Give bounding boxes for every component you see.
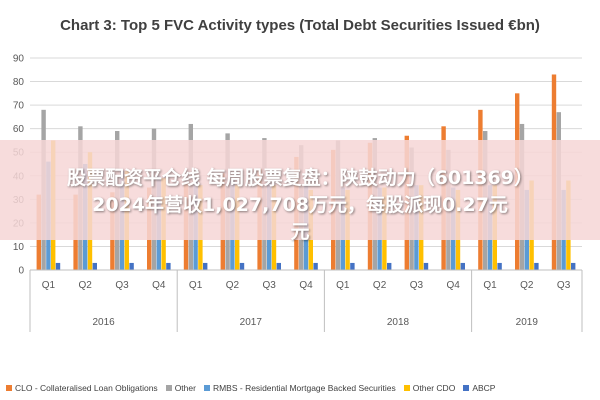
year-label: 2016 bbox=[92, 317, 115, 328]
x-tick-label: Q2 bbox=[373, 280, 387, 291]
x-tick-label: Q2 bbox=[520, 280, 534, 291]
bar bbox=[166, 262, 171, 270]
year-label: 2018 bbox=[387, 317, 410, 328]
x-axis: Q1 Q2 Q3 Q4 Q1 Q2 Q3 Q4 Q1 Q2 Q3 Q4 Q1 Q2 Q3 2016 2017 20… bbox=[29, 269, 583, 332]
legend: CLO - Collateralised Loan Obligations Oth… bbox=[6, 380, 596, 396]
legend-swatch bbox=[6, 385, 12, 391]
bar bbox=[350, 262, 355, 270]
bar bbox=[203, 262, 208, 270]
year-label: 2019 bbox=[516, 317, 539, 328]
legend-item: Other bbox=[165, 383, 196, 393]
legend-label: RMBS - Residential Mortgage Backed Secur… bbox=[212, 383, 396, 393]
bar bbox=[129, 262, 134, 270]
y-tick-label: 0 bbox=[18, 266, 24, 277]
bar bbox=[423, 262, 429, 270]
x-tick-label: Q4 bbox=[447, 280, 461, 291]
legend-label: ABCP bbox=[472, 383, 496, 393]
legend-item: CLO - Collateralised Loan Obligations bbox=[6, 383, 158, 393]
overlay-line-1: 股票配资平仓线 每周股票复盘：陕鼓动力（601369） bbox=[67, 167, 533, 189]
x-tick-label: Q1 bbox=[336, 280, 350, 291]
legend-item: ABCP bbox=[463, 383, 495, 393]
legend-label: CLO - Collateralised Loan Obligations bbox=[15, 383, 158, 393]
x-tick-label: Q1 bbox=[189, 280, 203, 291]
bar bbox=[55, 262, 61, 270]
x-tick-label: Q1 bbox=[483, 280, 497, 291]
x-tick-label: Q2 bbox=[226, 280, 240, 291]
overlay-line-3: 元 bbox=[290, 221, 310, 243]
legend-label: Other bbox=[174, 383, 196, 393]
x-tick-label: Q3 bbox=[410, 280, 424, 291]
legend-swatch bbox=[463, 385, 470, 391]
bar bbox=[387, 262, 392, 270]
bar bbox=[239, 262, 245, 270]
y-tick-label: 70 bbox=[13, 101, 25, 112]
bar bbox=[534, 262, 539, 270]
bar bbox=[460, 262, 465, 270]
y-tick-label: 80 bbox=[13, 77, 25, 88]
x-tick-label: Q4 bbox=[152, 280, 166, 291]
x-tick-label: Q3 bbox=[263, 280, 277, 291]
bar bbox=[313, 262, 318, 270]
bar bbox=[571, 262, 576, 270]
overlay-banner bbox=[0, 140, 600, 240]
legend-swatch bbox=[403, 385, 410, 391]
year-label: 2017 bbox=[240, 317, 263, 328]
legend-item: RMBS - Residential Mortgage Backed Secur… bbox=[203, 383, 396, 393]
legend-swatch bbox=[203, 385, 210, 391]
y-tick-label: 60 bbox=[13, 124, 25, 135]
bar bbox=[276, 262, 281, 270]
legend-label: Other CDO bbox=[412, 383, 456, 393]
bar bbox=[497, 262, 502, 270]
bar bbox=[92, 262, 97, 270]
x-tick-label: Q2 bbox=[79, 280, 93, 291]
overlay-line-2: 2024年营收1,027,708万元，每股派现0.27元 bbox=[92, 194, 508, 216]
legend-swatch bbox=[165, 385, 172, 391]
legend-item: Other CDO bbox=[403, 383, 456, 393]
x-tick-label: Q3 bbox=[115, 280, 129, 291]
chart-title: Chart 3: Top 5 FVC Activity types (Total… bbox=[60, 17, 540, 34]
y-tick-label: 10 bbox=[13, 242, 25, 253]
y-tick-label: 90 bbox=[13, 54, 25, 65]
x-tick-label: Q3 bbox=[557, 280, 571, 291]
x-tick-label: Q1 bbox=[42, 280, 56, 291]
x-tick-label: Q4 bbox=[299, 280, 313, 291]
overlay-text: 股票配资平仓线 每周股票复盘：陕鼓动力（601369） 2024年营收1,027… bbox=[0, 165, 600, 246]
